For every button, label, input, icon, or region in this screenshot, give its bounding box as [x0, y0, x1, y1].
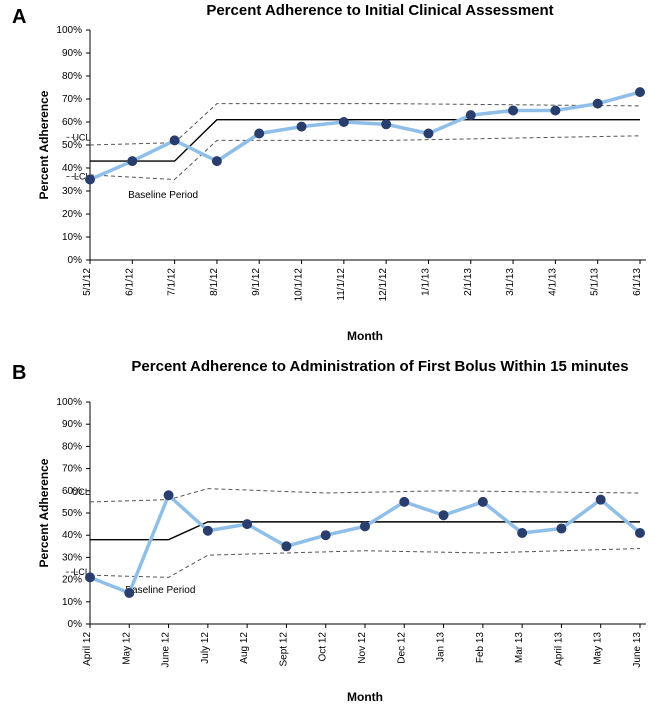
- svg-text:40%: 40%: [62, 530, 82, 541]
- chart-a-title: Percent Adherence to Initial Clinical As…: [120, 2, 640, 19]
- svg-text:20%: 20%: [62, 209, 82, 220]
- svg-text:Month: Month: [347, 329, 383, 343]
- svg-text:May 12: May 12: [121, 632, 132, 665]
- svg-text:80%: 80%: [62, 71, 82, 82]
- svg-text:100%: 100%: [56, 397, 82, 408]
- svg-text:Sept 12: Sept 12: [278, 632, 289, 667]
- svg-text:Jan 13: Jan 13: [436, 632, 447, 662]
- svg-text:3/1/13: 3/1/13: [505, 268, 516, 296]
- panel-b: B Percent Adherence to Administration of…: [0, 356, 666, 713]
- svg-text:Aug 12: Aug 12: [239, 632, 250, 664]
- svg-text:7/1/12: 7/1/12: [167, 268, 178, 296]
- svg-text:6/1/13: 6/1/13: [632, 268, 643, 296]
- svg-text:10/1/12: 10/1/12: [294, 268, 305, 302]
- svg-text:100%: 100%: [56, 25, 82, 36]
- svg-text:70%: 70%: [62, 464, 82, 475]
- chart-b-svg: 0%10%20%30%40%50%60%70%80%90%100%April 1…: [0, 356, 666, 713]
- svg-text:June 13: June 13: [632, 632, 643, 668]
- svg-text:5/1/13: 5/1/13: [590, 268, 601, 296]
- svg-text:April 12: April 12: [82, 632, 93, 666]
- chart-a-svg: 0%10%20%30%40%50%60%70%80%90%100%5/1/126…: [0, 0, 666, 356]
- chart-b-title: Percent Adherence to Administration of F…: [120, 358, 640, 375]
- svg-text:UCL: UCL: [72, 132, 90, 142]
- svg-text:30%: 30%: [62, 552, 82, 563]
- svg-text:UCL: UCL: [72, 487, 90, 497]
- svg-text:June 12: June 12: [161, 632, 172, 668]
- svg-text:Dec 12: Dec 12: [396, 632, 407, 664]
- svg-text:12/1/12: 12/1/12: [378, 268, 389, 302]
- svg-text:9/1/12: 9/1/12: [251, 268, 262, 296]
- panel-a: A Percent Adherence to Initial Clinical …: [0, 0, 666, 356]
- svg-text:5/1/12: 5/1/12: [82, 268, 93, 296]
- svg-text:4/1/13: 4/1/13: [547, 268, 558, 296]
- svg-text:10%: 10%: [62, 597, 82, 608]
- svg-text:11/1/12: 11/1/12: [336, 268, 347, 301]
- svg-text:8/1/12: 8/1/12: [209, 268, 220, 296]
- svg-text:60%: 60%: [62, 117, 82, 128]
- svg-text:Percent Adherence: Percent Adherence: [37, 458, 51, 567]
- svg-text:6/1/12: 6/1/12: [124, 268, 135, 296]
- svg-text:Nov 12: Nov 12: [357, 632, 368, 664]
- svg-text:Oct 12: Oct 12: [318, 632, 329, 662]
- svg-text:Month: Month: [347, 690, 383, 704]
- svg-text:Baseline Period: Baseline Period: [125, 585, 195, 596]
- svg-text:April 13: April 13: [553, 632, 564, 666]
- svg-text:July 12: July 12: [200, 632, 211, 664]
- svg-text:0%: 0%: [68, 619, 83, 630]
- svg-text:May 13: May 13: [593, 632, 604, 665]
- svg-text:0%: 0%: [68, 255, 83, 266]
- svg-text:80%: 80%: [62, 441, 82, 452]
- svg-text:90%: 90%: [62, 48, 82, 59]
- svg-text:Baseline Period: Baseline Period: [128, 190, 198, 201]
- panel-a-label: A: [12, 6, 26, 29]
- svg-text:Mar 13: Mar 13: [514, 632, 525, 664]
- svg-text:30%: 30%: [62, 186, 82, 197]
- svg-text:10%: 10%: [62, 232, 82, 243]
- panel-b-label: B: [12, 362, 26, 385]
- svg-text:Percent Adherence: Percent Adherence: [37, 90, 51, 199]
- svg-text:1/1/13: 1/1/13: [420, 268, 431, 296]
- svg-text:50%: 50%: [62, 508, 82, 519]
- svg-text:Feb 13: Feb 13: [475, 632, 486, 664]
- svg-text:70%: 70%: [62, 94, 82, 105]
- svg-text:2/1/13: 2/1/13: [463, 268, 474, 296]
- chart-b-title-text: Percent Adherence to Administration of F…: [131, 358, 628, 375]
- svg-text:90%: 90%: [62, 419, 82, 430]
